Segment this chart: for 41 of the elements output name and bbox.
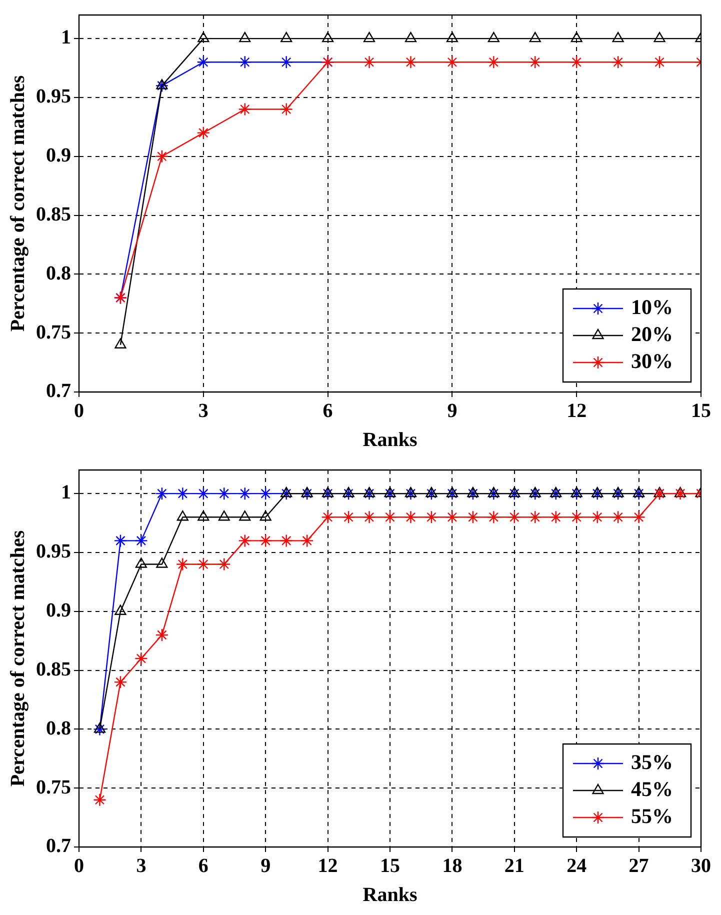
y-tick-label: 0.75 [36,321,71,344]
y-axis-title: Percentage of correct matches [7,75,30,332]
x-tick-label: 9 [260,855,271,878]
x-tick-label: 12 [318,855,338,878]
y-tick-label: 0.75 [36,776,71,798]
x-tick-label: 30 [691,855,711,878]
x-tick-label: 15 [691,400,711,422]
x-tick-label: 0 [74,855,84,878]
y-tick-label: 0.9 [46,144,71,167]
x-tick-label: 6 [322,400,333,422]
x-axis-title: Ranks [362,429,418,452]
y-tick-label: 0.7 [46,380,71,402]
x-axis-title: Ranks [362,884,418,906]
x-tick-label: 21 [504,855,524,878]
y-tick-label: 1 [61,482,71,504]
x-tick-label: 3 [136,855,146,878]
y-axis-title: Percentage of correct matches [7,530,30,787]
y-tick-label: 0.9 [46,600,71,622]
y-tick-label: 0.8 [46,262,71,284]
y-tick-label: 1 [61,26,71,49]
legend-label: 30% [631,348,673,373]
x-tick-label: 3 [198,400,208,422]
legend-label: 35% [631,750,673,774]
y-tick-label: 0.8 [46,717,71,740]
x-tick-label: 18 [442,855,462,878]
y-tick-label: 0.7 [46,835,71,858]
legend-label: 20% [631,322,673,346]
y-tick-label: 0.85 [36,658,71,680]
x-tick-label: 9 [447,400,458,422]
legend-label: 55% [631,804,673,828]
legend-label: 10% [631,294,673,319]
x-tick-label: 24 [566,855,587,878]
x-tick-label: 15 [380,855,400,878]
x-tick-label: 27 [628,855,649,878]
x-tick-label: 0 [74,400,84,422]
y-tick-label: 0.85 [36,203,71,226]
y-tick-label: 0.95 [36,540,71,563]
y-tick-label: 0.95 [36,86,71,108]
x-tick-label: 6 [198,855,208,878]
legend-label: 45% [631,776,673,801]
x-tick-label: 12 [566,400,587,422]
